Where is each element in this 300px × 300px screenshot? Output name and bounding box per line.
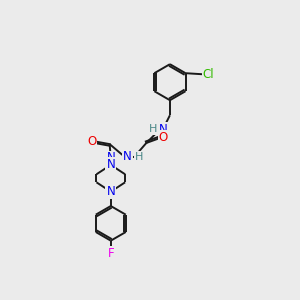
Text: O: O	[87, 135, 97, 148]
Text: N: N	[106, 152, 115, 164]
Text: O: O	[159, 131, 168, 144]
Text: N: N	[106, 158, 115, 171]
Text: N: N	[106, 185, 115, 198]
Text: H: H	[149, 124, 157, 134]
Text: H: H	[135, 152, 143, 162]
Text: N: N	[159, 123, 167, 136]
Text: N: N	[123, 150, 132, 163]
Text: Cl: Cl	[203, 68, 214, 81]
Text: F: F	[107, 247, 114, 260]
